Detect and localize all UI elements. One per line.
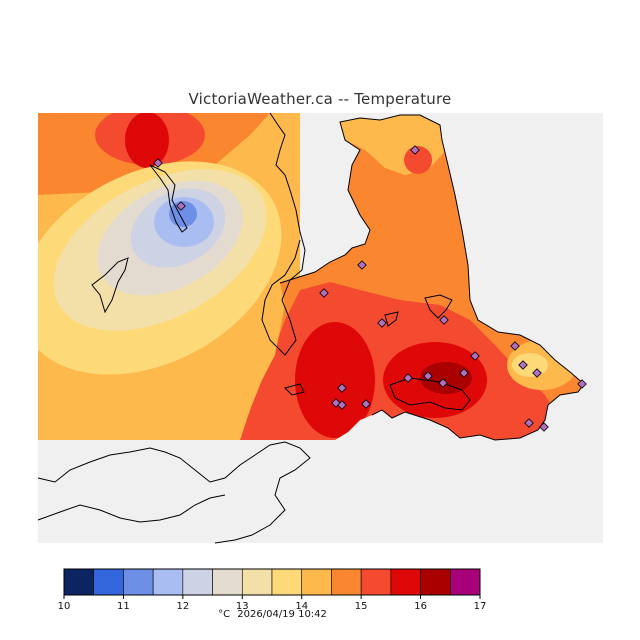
station-marker[interactable] [470,351,480,361]
station-marker[interactable] [423,371,433,381]
station-marker[interactable] [361,399,371,409]
station-marker[interactable] [337,383,347,393]
legend-tick-label: 10 [58,601,71,612]
legend-caption: °C 2026/04/19 10:42 [0,609,545,620]
legend-tick-label: 16 [414,601,427,612]
legend-bins [63,568,481,596]
legend-bin [390,568,421,596]
legend-tick-label: 14 [295,601,308,612]
legend-tick-label: 15 [355,601,368,612]
station-marker[interactable] [176,201,186,211]
legend-tick-label: 11 [117,601,130,612]
legend-bin [301,568,332,596]
legend-bin [449,568,481,596]
station-marker[interactable] [403,373,413,383]
station-marker[interactable] [577,379,587,389]
legend-bin [331,568,362,596]
legend-bin [63,568,95,596]
station-marker[interactable] [153,158,163,168]
legend-bin [241,568,273,596]
legend-tick-label: 17 [474,601,487,612]
station-marker[interactable] [337,400,347,410]
station-marker[interactable] [518,360,528,370]
coastlines [37,112,585,544]
timestamp: 2026/04/19 10:42 [237,609,327,620]
west-region [38,113,300,440]
legend-bin [271,568,303,596]
station-marker[interactable] [319,288,329,298]
legend-tick-label: 12 [176,601,189,612]
legend-bin [212,568,243,596]
station-marker[interactable] [410,145,420,155]
legend-tick-label: 13 [236,601,249,612]
station-marker[interactable] [377,318,387,328]
legend-ticks: 10 11 12 13 14 15 16 17 [58,595,487,612]
station-marker[interactable] [524,418,534,428]
station-marker[interactable] [532,368,542,378]
legend-bin [93,568,124,596]
legend-bin [360,568,392,596]
station-marker[interactable] [510,341,520,351]
station-marker[interactable] [357,260,367,270]
unit-label: °C [218,609,231,620]
station-marker[interactable] [438,378,448,388]
legend-frame [63,568,481,596]
legend-bin [420,568,451,596]
weather-stations[interactable] [153,145,587,432]
legend-bin [152,568,184,596]
legend-bin [182,568,213,596]
station-marker[interactable] [459,368,469,378]
station-marker[interactable] [439,315,449,325]
legend-bin [123,568,154,596]
map-title: VictoriaWeather.ca -- Temperature [188,90,452,108]
station-marker[interactable] [539,422,549,432]
